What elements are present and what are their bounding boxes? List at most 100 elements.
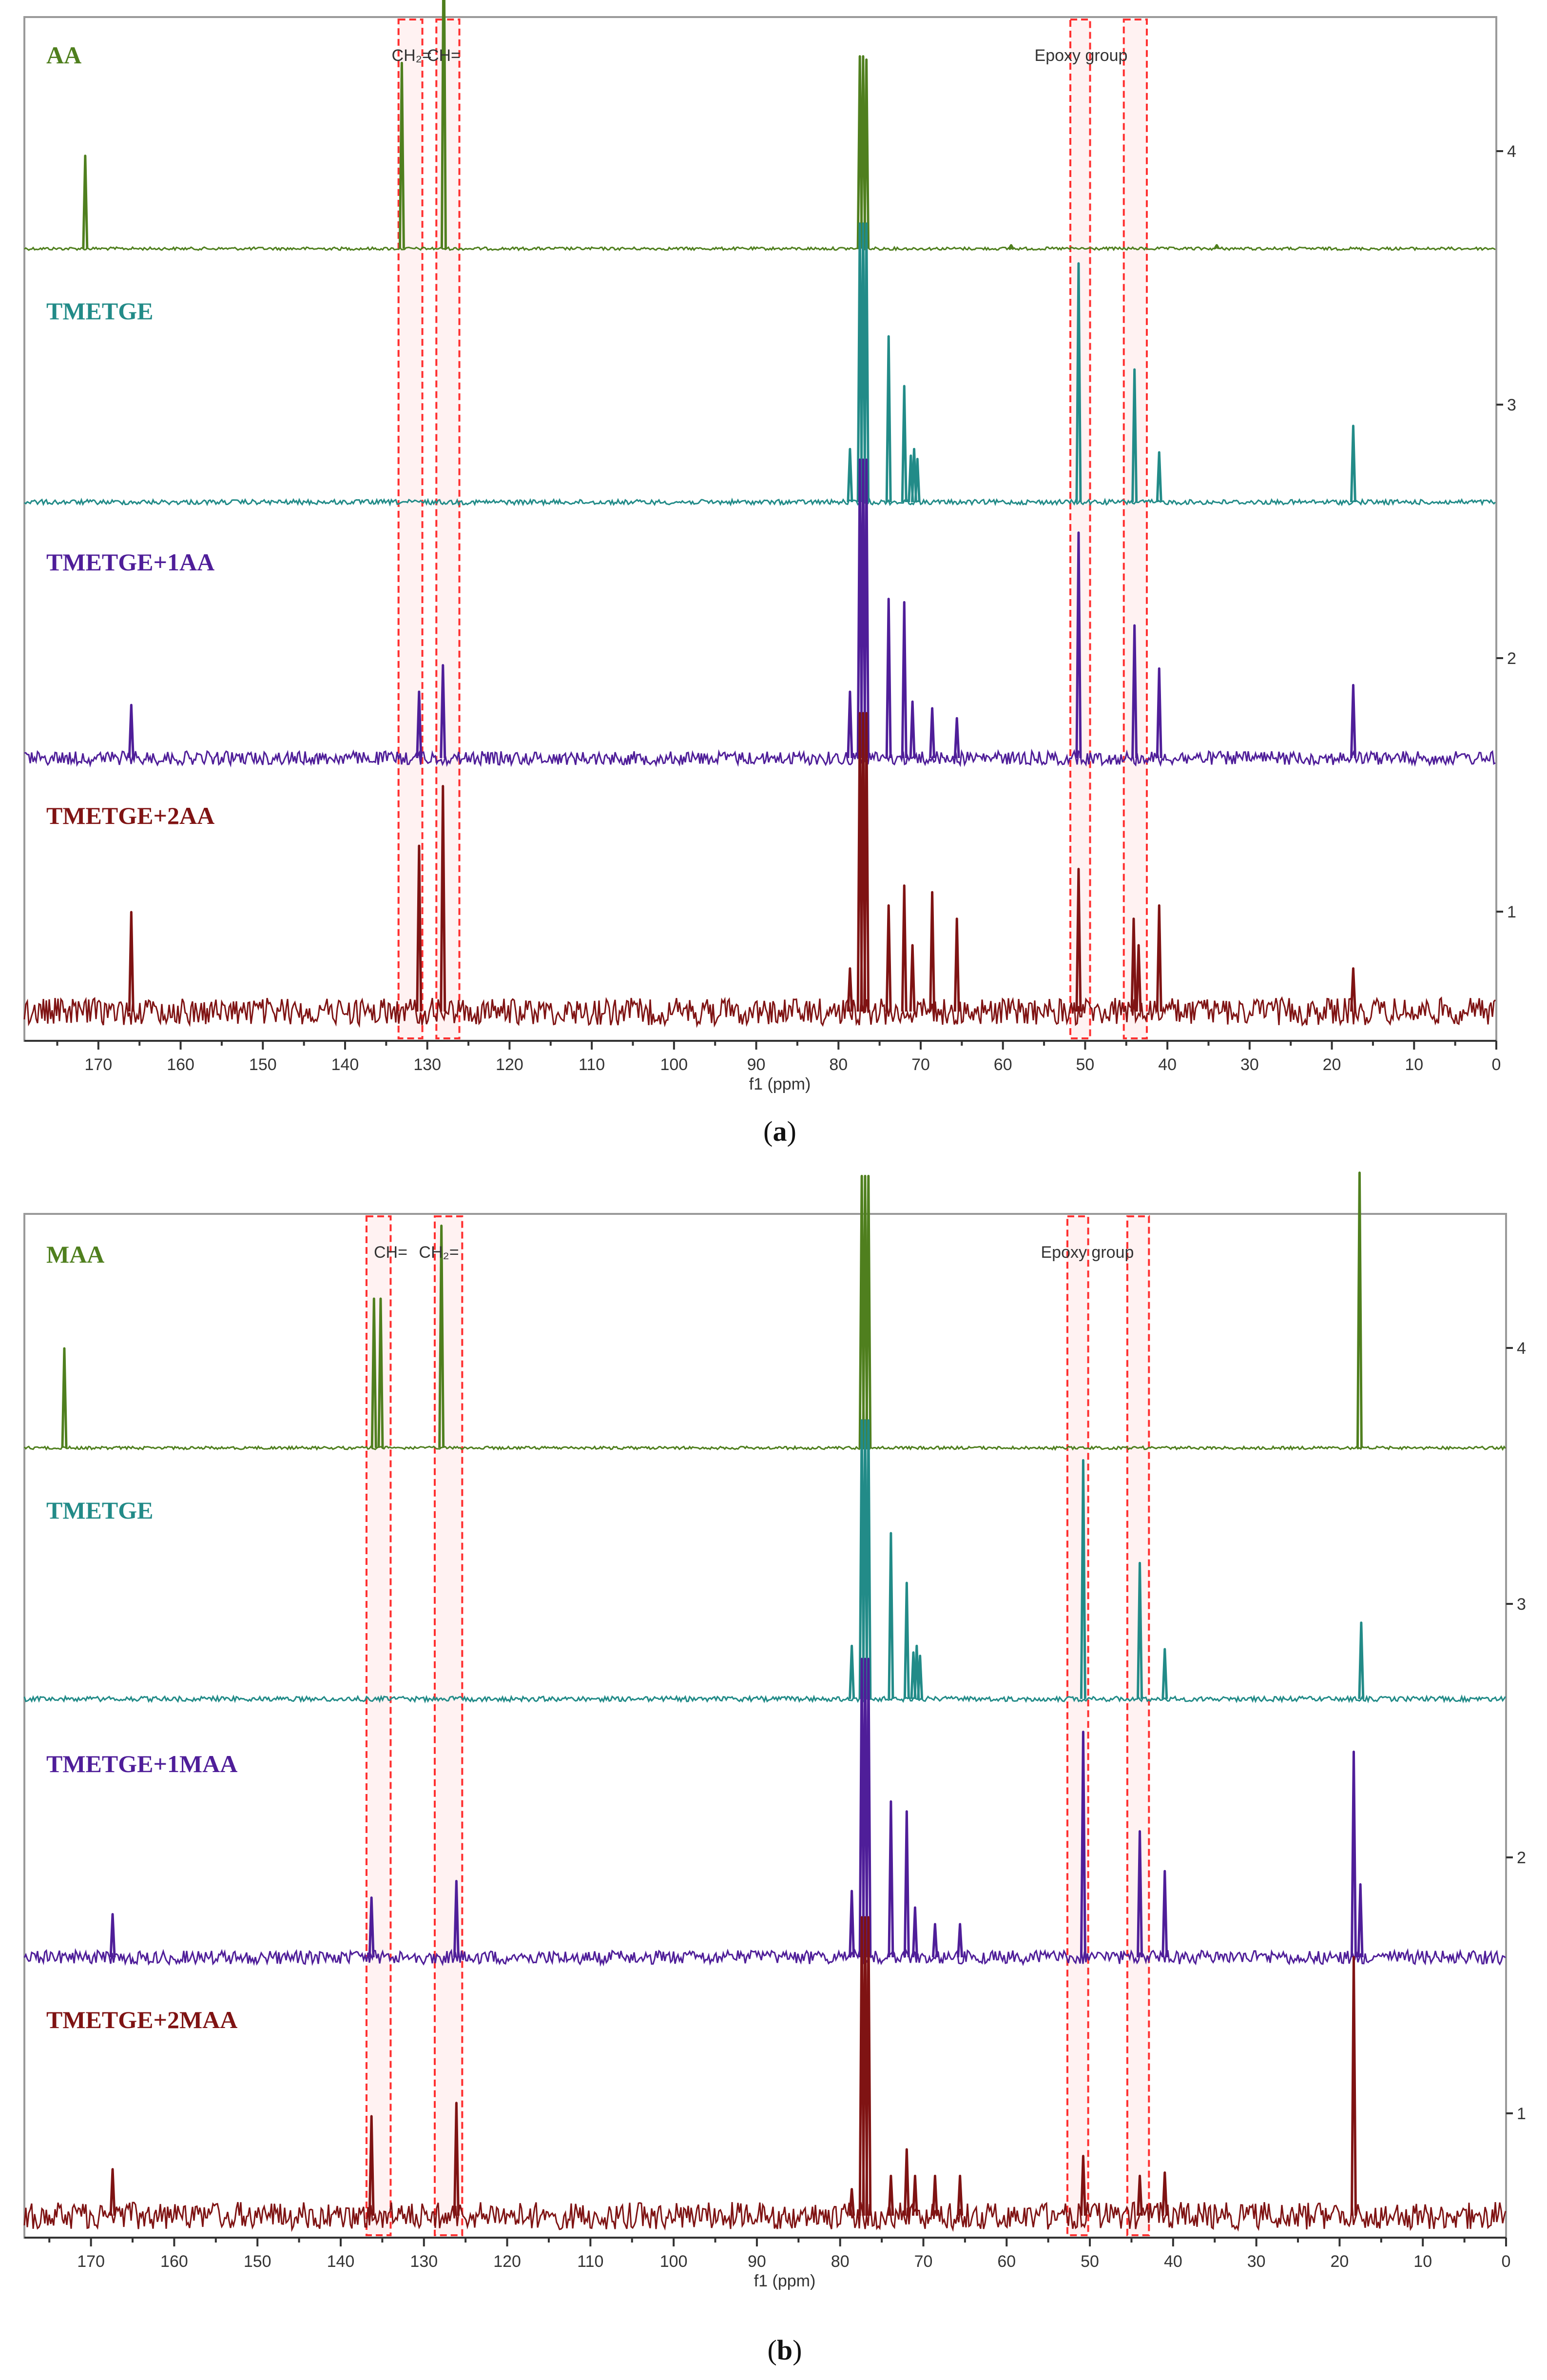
panel-b-annotation-ch2: CH₂= [419,1243,459,1262]
panel-b-tmetge-peak-9 [917,1655,924,1699]
panel-b-tmetge-2maa-peak-14 [1137,2174,1143,2216]
panel-a-tmetge-peak-12 [1156,451,1162,503]
panel-a-aa-peak-8 [1214,244,1220,250]
panel-b-right-tick-label-4: 4 [1517,1339,1526,1358]
panel-a-tmetge-1aa-peak-13 [1075,531,1082,759]
panel-b-x-tick-label-130: 130 [410,2252,438,2271]
panel-b-tmetge-1maa-peak-1 [109,1913,116,1958]
panel-a-tmetge-peak-6 [901,385,908,503]
panel-b-x-tick-label-20: 20 [1331,2252,1349,2271]
panel-a-tmetge-2aa-peak-14 [1130,917,1137,1012]
panel-a-tmetge-1aa-peak-4 [847,690,853,759]
panel-a-tmetge-peak-13 [1350,425,1356,503]
panel-a-annotation-ch: CH= [427,46,461,65]
panel-a-tmetge-2aa-peak-7 [863,712,870,1012]
panel-a-x-tick-label-70: 70 [911,1055,930,1074]
panel-a-x-tick-label-100: 100 [660,1055,688,1074]
panel-a-tmetge-2aa-peak-4 [847,967,853,1012]
panel-b-tmetge-1maa-peak-7 [865,1658,872,1958]
panel-b-tmetge-2maa-peak-1 [109,2168,116,2216]
panel-a-tmetge-1aa-peak-2 [416,690,423,759]
panel-b-tmetge-1maa-peak-8 [888,1800,894,1958]
panel-b-tmetge-peak-5 [888,1532,894,1699]
panel-a-tmetge-2aa-peak-13 [1075,868,1082,1012]
panel-b-tmetge-2maa-label: TMETGE+2MAA [46,2006,237,2033]
panel-b-tmetge-1maa-peak-14 [1137,1830,1143,1958]
panel-a-tmetge-peak-4 [863,222,870,503]
panel-b-tmetge-peak-12 [1161,1648,1168,1699]
panel-b-tmetge-2maa-peak-12 [957,2174,964,2216]
panel-a-aa-peak-2 [398,61,405,249]
panel-b-tmetge-1maa-peak-4 [849,1890,855,1958]
panel-a-x-tick-label-0: 0 [1492,1055,1501,1074]
panel-b-x-tick-label-40: 40 [1164,2252,1182,2271]
panel-b-x-tick-label-170: 170 [77,2252,105,2271]
panel-a-right-tick-label-3: 3 [1507,396,1516,414]
panel-b-tmetge-1maa-peak-3 [453,1880,460,1958]
panel-b-tmetge-2maa-peak-13 [1080,2155,1086,2216]
panel-b-x-tick-label-50: 50 [1081,2252,1099,2271]
panel-b-maa-label: MAA [46,1241,104,1268]
panel-a-annotation-epoxy-group: Epoxy group [1035,46,1128,65]
panel-a-tmetge-1aa-peak-3 [440,664,446,759]
panel-a-x-tick-label-120: 120 [496,1055,523,1074]
panel-b-tmetge-2maa-baseline-trace [23,2201,1507,2232]
panel-b-maa-baseline-trace [23,1444,1507,1451]
panel-a-tmetge-1aa-peak-10 [909,700,916,759]
panel-b-maa-peak-7 [865,1174,872,1448]
panel-b-x-axis-title: f1 (ppm) [754,2272,816,2290]
panel-a-tmetge-1aa-peak-7 [863,458,870,759]
panel-b-highlight-box-3 [1066,1215,1089,2236]
panel-a-highlight-box-3 [1069,19,1091,1039]
panel-b-tmetge-2maa-peak-8 [888,2174,894,2216]
panel-b-tmetge-2maa-peak-7 [865,1916,872,2216]
panel-a-tmetge-2aa-peak-11 [929,891,936,1012]
panel-b-tmetge-peak-13 [1358,1621,1365,1699]
panel-b-tmetge-1maa-peak-11 [931,1923,938,1958]
panel-b-tmetge-peak-4 [865,1419,872,1699]
panel-a-x-tick-label-90: 90 [747,1055,766,1074]
panel-a-aa-label: AA [46,41,81,69]
panel-b-tmetge-1maa-peak-10 [911,1906,918,1958]
panel-b-tmetge-1maa-peak-2 [368,1896,375,1958]
panel-a-tmetge-2aa-label: TMETGE+2AA [46,802,214,829]
panel-a-x-tick-label-150: 150 [249,1055,277,1074]
panel-a-x-tick-label-170: 170 [84,1055,112,1074]
panel-b-tmetge-1maa-peak-17 [1357,1883,1364,1958]
panel-b-tmetge-baseline-trace [23,1694,1507,1704]
panel-a-tmetge-2aa-peak-12 [953,917,960,1012]
panel-b-tmetge-label: TMETGE [46,1497,153,1524]
panel-b-highlight-box-4 [1126,1215,1150,2236]
panel-a-tmetge-1aa-peak-9 [901,601,908,759]
panel-b-right-tick-label-3: 3 [1517,1595,1526,1614]
panel-a-x-tick-label-110: 110 [579,1055,605,1074]
panel-a-tmetge-2aa-peak-9 [901,884,908,1012]
panel-a-aa-baseline-trace [24,245,1496,252]
panel-b-maa-peak-1 [61,1347,68,1448]
panel-a-tmetge-1aa-peak-14 [1131,624,1138,759]
panel-a-tmetge-2aa-baseline-trace [23,996,1496,1028]
panel-a-tmetge-peak-1 [847,448,853,503]
panel-b-x-tick-label-80: 80 [831,2252,850,2271]
panel-b-tmetge-1maa-baseline-trace [23,1948,1506,1967]
panel-b-maa-peak-3 [377,1297,384,1448]
panel-b-x-tick-label-100: 100 [660,2252,688,2271]
panel-b-maa-peak-8 [1356,1171,1363,1448]
panel-a-highlight-box-4 [1122,19,1148,1039]
panel-a-tmetge-peak-5 [885,335,892,503]
panel-b-tmetge-1maa-peak-12 [957,1923,964,1958]
panel-a-right-tick-label-1: 1 [1507,903,1516,921]
panel-b-tmetge-peak-11 [1137,1561,1143,1699]
panel-a-plot-frame [23,16,1497,1042]
panel-b-tmetge-1maa-label: TMETGE+1MAA [46,1750,237,1777]
panel-a-tmetge-1aa-peak-8 [885,598,892,759]
panel-b-x-tick-label-10: 10 [1413,2252,1432,2271]
panel-a-tmetge-2aa-peak-2 [416,844,423,1012]
panel-a-tmetge-1aa-peak-1 [128,703,135,759]
panel-a-tmetge-2aa-peak-15 [1135,944,1142,1012]
panel-a-x-tick-label-160: 160 [167,1055,194,1074]
panel-a-aa-peak-1 [82,155,89,249]
panel-a-tmetge-1aa-peak-16 [1350,683,1356,759]
panel-a-x-tick-label-50: 50 [1076,1055,1095,1074]
panel-b-tmetge-peak-6 [903,1581,910,1699]
